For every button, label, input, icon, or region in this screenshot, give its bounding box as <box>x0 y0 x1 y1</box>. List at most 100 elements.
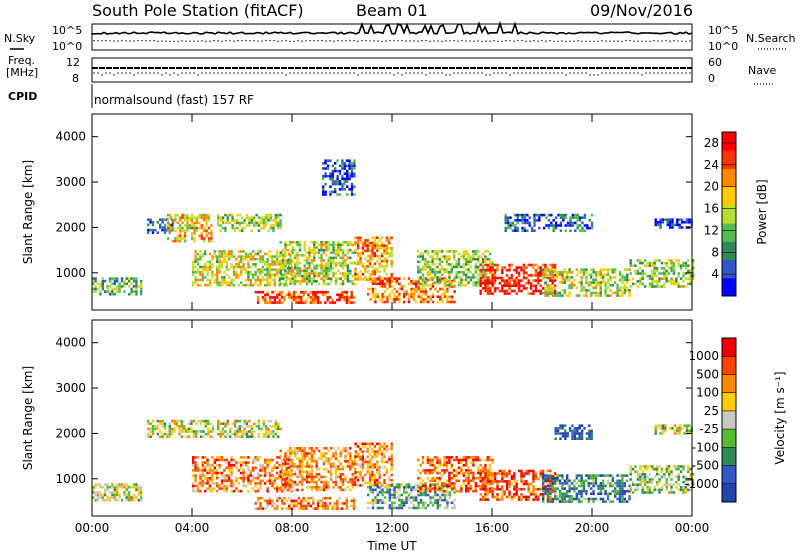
echo-cell <box>515 480 518 483</box>
echo-cell <box>527 281 530 285</box>
echo-cell <box>665 280 668 283</box>
nave-point <box>605 72 607 74</box>
echo-cell <box>283 489 286 493</box>
echo-cell <box>329 269 333 273</box>
echo-cell <box>366 259 369 263</box>
echo-cell <box>303 246 306 249</box>
echo-cell <box>247 456 250 459</box>
echo-cell <box>296 483 299 486</box>
nave-point <box>449 74 451 76</box>
echo-cell <box>663 282 666 286</box>
echo-cell <box>204 425 207 428</box>
echo-cell <box>199 283 202 287</box>
echo-cell <box>477 456 480 459</box>
echo-cell <box>264 499 267 503</box>
echo-cell <box>101 285 104 288</box>
echo-cell <box>171 219 175 222</box>
echo-cell <box>340 296 344 299</box>
echo-cell <box>651 272 654 275</box>
echo-cell <box>252 487 255 490</box>
echo-cell <box>353 274 357 278</box>
echo-cell <box>305 470 309 473</box>
echo-cell <box>324 190 327 194</box>
search-noise-point <box>105 39 107 42</box>
echo-cell <box>256 270 260 274</box>
echo-cell <box>238 213 241 217</box>
nave-point <box>617 72 619 74</box>
echo-cell <box>381 498 384 502</box>
echo-cell <box>113 491 116 494</box>
echo-cell <box>426 283 429 287</box>
echo-cell <box>179 219 182 222</box>
echo-cell <box>206 273 209 277</box>
echo-cell <box>666 218 669 221</box>
echo-cell <box>231 216 234 219</box>
echo-cell <box>366 244 369 247</box>
echo-cell <box>653 274 656 278</box>
echo-cell <box>309 504 313 508</box>
echo-cell <box>181 229 184 232</box>
echo-cell <box>272 435 275 438</box>
echo-cell <box>590 281 593 284</box>
echo-cell <box>534 271 538 275</box>
echo-cell <box>691 269 695 273</box>
echo-cell <box>434 483 437 486</box>
echo-cell <box>443 471 446 475</box>
echo-cell <box>479 472 482 475</box>
echo-cell <box>194 474 197 477</box>
echo-cell <box>506 226 510 230</box>
echo-cell <box>571 213 575 217</box>
echo-cell <box>356 476 360 479</box>
echo-cell <box>395 496 399 499</box>
echo-cell <box>192 435 195 438</box>
echo-cell <box>424 491 427 494</box>
echo-cell <box>224 213 227 217</box>
echo-cell <box>509 216 512 219</box>
echo-cell <box>609 276 612 279</box>
echo-cell <box>364 241 367 245</box>
echo-cell <box>266 293 269 297</box>
echo-cell <box>192 263 195 266</box>
echo-cell <box>265 432 268 436</box>
echo-cell <box>424 471 427 475</box>
echo-cell <box>207 239 211 243</box>
echo-cell <box>484 469 487 473</box>
echo-cell <box>216 276 219 279</box>
echo-cell <box>562 213 565 217</box>
echo-cell <box>462 265 465 269</box>
echo-cell <box>419 300 423 304</box>
echo-cell <box>361 265 365 268</box>
echo-cell <box>273 255 276 258</box>
echo-cell <box>371 244 374 247</box>
echo-cell <box>277 224 280 227</box>
echo-cell <box>374 298 377 301</box>
echo-cell <box>368 278 372 281</box>
echo-cell <box>178 425 181 428</box>
nave-point <box>101 74 103 76</box>
echo-cell <box>252 474 255 477</box>
echo-region <box>367 277 456 304</box>
echo-cell <box>533 224 536 227</box>
echo-cell <box>533 216 536 219</box>
echo-cell <box>329 177 332 181</box>
echo-cell <box>322 280 326 283</box>
search-noise-point <box>369 40 371 42</box>
echo-cell <box>371 478 374 482</box>
echo-cell <box>298 470 302 473</box>
echo-cell <box>265 427 268 431</box>
echo-cell <box>274 213 277 217</box>
echo-cell <box>561 278 564 282</box>
echo-cell <box>254 257 257 261</box>
echo-cell <box>431 257 434 261</box>
echo-cell <box>206 270 209 274</box>
echo-cell <box>691 261 695 265</box>
echo-cell <box>350 296 353 299</box>
echo-cell <box>128 491 131 494</box>
echo-cell <box>176 221 179 225</box>
echo-cell <box>453 482 456 485</box>
echo-cell <box>443 278 446 282</box>
nave-point <box>237 72 239 74</box>
echo-cell <box>371 476 374 479</box>
nave-point <box>205 72 207 74</box>
echo-cell <box>484 498 487 501</box>
